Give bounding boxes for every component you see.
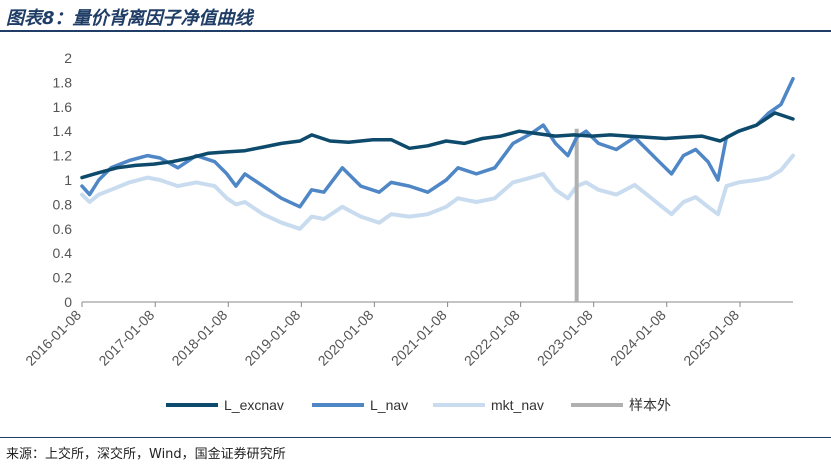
x-tick-label: 2019-01-08 bbox=[241, 307, 303, 369]
legend-label: L_excnav bbox=[224, 397, 284, 413]
series-line-l-excnav bbox=[80, 111, 795, 180]
series-line-mkt-nav bbox=[80, 153, 795, 231]
y-tick-label: 0.6 bbox=[53, 221, 73, 237]
source-note: 来源：上交所，深交所，Wind，国金证券研究所 bbox=[6, 447, 286, 462]
x-tick-label: 2022-01-08 bbox=[461, 307, 523, 369]
y-tick-label: 2 bbox=[64, 50, 72, 66]
x-tick-label: 2024-01-08 bbox=[607, 307, 669, 369]
footer-divider bbox=[0, 437, 831, 438]
x-tick-label: 2020-01-08 bbox=[315, 307, 377, 369]
legend-label: L_nav bbox=[370, 397, 408, 413]
y-tick-label: 0.2 bbox=[53, 270, 73, 286]
x-tick-label: 2017-01-08 bbox=[95, 307, 157, 369]
x-tick-label: 2023-01-08 bbox=[534, 307, 596, 369]
x-tick-label: 2021-01-08 bbox=[388, 307, 450, 369]
legend-label: 样本外 bbox=[629, 397, 671, 413]
y-tick-label: 0.8 bbox=[53, 196, 73, 212]
page-title: 图表8：量价背离因子净值曲线 bbox=[6, 8, 253, 29]
title-divider bbox=[0, 30, 831, 32]
y-tick-label: 1.8 bbox=[53, 74, 73, 90]
legend-label: mkt_nav bbox=[491, 397, 544, 413]
y-tick-label: 1 bbox=[64, 172, 72, 188]
y-tick-label: 1.2 bbox=[53, 148, 73, 164]
y-tick-label: 0 bbox=[64, 294, 72, 310]
y-tick-label: 1.4 bbox=[53, 123, 73, 139]
series-line-l-nav bbox=[80, 76, 795, 209]
y-tick-label: 1.6 bbox=[53, 99, 73, 115]
x-tick-label: 2018-01-08 bbox=[168, 307, 230, 369]
x-tick-label: 2016-01-08 bbox=[22, 307, 84, 369]
x-tick-label: 2025-01-08 bbox=[680, 307, 742, 369]
y-tick-label: 0.4 bbox=[53, 245, 73, 261]
